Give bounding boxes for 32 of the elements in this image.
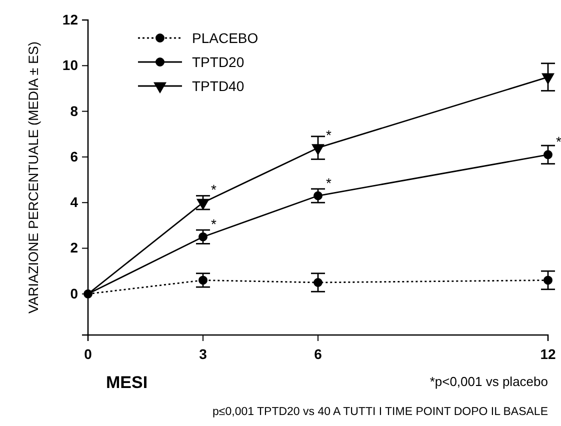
x-tick-label: 0 (84, 346, 92, 362)
point (314, 191, 322, 200)
y-tick-label: 0 (70, 285, 78, 302)
text: p≤0,001 TPTD20 vs 40 A TUTTI I TIME POINT DOPO IL BASALE (212, 406, 548, 418)
y-tick-label: 10 (62, 57, 78, 74)
point (198, 232, 208, 242)
point (312, 144, 324, 155)
y-axis-title: VARIAZIONE PERCENTUALE (MEDIA ± ES) (26, 42, 41, 314)
point (196, 198, 210, 210)
y-tick-label: 4 (70, 194, 78, 210)
point (542, 73, 554, 84)
annotation: * (326, 126, 332, 143)
annotation: * (211, 182, 217, 198)
y-tick-label: 6 (70, 148, 78, 164)
x-tick-label: 12 (540, 346, 556, 362)
point (544, 276, 552, 285)
y-tick-label: 8 (70, 102, 78, 119)
legend-label: TPTD40 (192, 78, 244, 94)
x-axis-title: MESI (106, 373, 148, 392)
point (198, 276, 208, 285)
y-tick-label: 2 (70, 240, 78, 256)
x-tick-label: 6 (314, 346, 322, 362)
x-tick-label: 3 (199, 346, 208, 362)
annotation: * (326, 174, 332, 191)
legend-label: TPTD20 (192, 54, 244, 70)
point (314, 278, 322, 287)
y-tick-label: 12 (62, 11, 78, 28)
text: *p<0,001 vs placebo (430, 374, 548, 389)
annotation: * (211, 216, 217, 232)
legend-label: PLACEBO (192, 30, 258, 46)
annotation: * (556, 134, 561, 150)
point (544, 150, 552, 160)
